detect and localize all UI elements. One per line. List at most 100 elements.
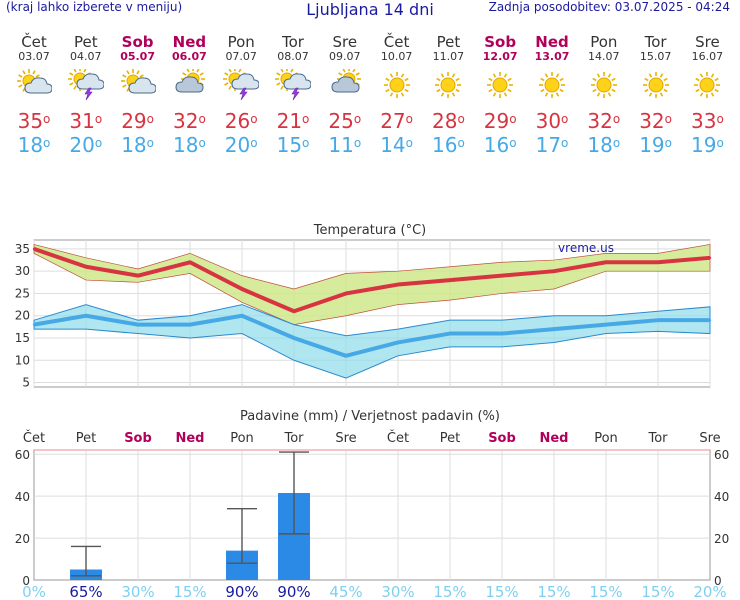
day-column: Pon 14.07 32o 18o xyxy=(578,34,630,157)
max-temp-value: 32 xyxy=(587,109,613,133)
precip-y-tick-label-left: 60 xyxy=(15,448,30,462)
min-temp-point xyxy=(240,314,244,317)
max-temp: 28o xyxy=(422,109,474,133)
precip-y-tick-label-right: 20 xyxy=(714,532,729,546)
min-temp-value: 16 xyxy=(431,133,458,157)
max-temp-point xyxy=(500,274,504,277)
day-date: 13.07 xyxy=(534,50,570,63)
menu-hint: (kraj lahko izberete v meniju) xyxy=(6,0,183,14)
degree-symbol: o xyxy=(457,112,465,126)
degree-symbol: o xyxy=(250,136,258,150)
precip-probability: 30% xyxy=(381,583,414,600)
day-name: Tor xyxy=(644,33,667,51)
max-temp-value: 32 xyxy=(172,109,199,133)
weather-icon xyxy=(474,69,526,105)
sun-icon xyxy=(539,72,565,98)
day-column: Čet 10.07 27o 14o xyxy=(371,34,423,157)
day-name: Pet xyxy=(73,33,98,51)
min-temp: 19o xyxy=(630,133,682,157)
day-name: Tor xyxy=(282,33,304,51)
degree-symbol: o xyxy=(146,112,154,126)
max-temp: 35o xyxy=(8,109,60,133)
day-date: 07.07 xyxy=(225,50,257,63)
min-temp-point xyxy=(84,314,88,317)
precip-probability: 45% xyxy=(329,583,362,600)
min-temp-value: 18 xyxy=(121,133,147,157)
max-temp-value: 30 xyxy=(535,109,562,133)
day-column: Sre 09.07 25o 11o xyxy=(319,34,371,157)
min-temp: 18o xyxy=(112,133,164,157)
max-temp-value: 21 xyxy=(276,109,303,133)
day-column: Tor 15.07 32o 19o xyxy=(630,34,682,157)
forecast-charts: Temperatura (°C) 5 10 15 20 25 30 35 vreme.us Pad… xyxy=(15,223,730,600)
weather-icon xyxy=(60,67,112,105)
day-column: Ned 06.07 32o 18o xyxy=(163,34,215,157)
weather-icon xyxy=(319,67,371,105)
precipitation-chart-title: Padavine (mm) / Verjetnost padavin (%) xyxy=(240,409,500,424)
day-name: Sob xyxy=(484,33,517,51)
precip-probability: 15% xyxy=(485,583,518,600)
min-temp-point xyxy=(604,323,608,326)
precip-x-tick-label: Pon xyxy=(594,431,618,446)
precip-x-tick-label: Sre xyxy=(335,431,356,446)
max-temp-value: 28 xyxy=(431,109,458,133)
degree-symbol: o xyxy=(250,112,258,126)
max-temp-point xyxy=(292,310,296,313)
max-temp: 31o xyxy=(60,109,112,133)
min-temp-value: 19 xyxy=(690,133,717,157)
max-temp-point xyxy=(604,261,608,264)
precip-probability: 15% xyxy=(589,583,622,600)
temperature-chart-title: Temperatura (°C) xyxy=(313,223,426,238)
weather-icon xyxy=(8,69,60,105)
precip-x-tick-label: Pet xyxy=(76,431,96,446)
min-temp-point xyxy=(136,323,140,326)
temp-y-tick-label: 15 xyxy=(15,331,30,345)
degree-symbol: o xyxy=(509,136,517,150)
max-temp-value: 29 xyxy=(483,109,510,133)
last-updated: Zadnja posodobitev: 03.07.2025 - 04:24 xyxy=(488,0,730,14)
max-temp-value: 27 xyxy=(380,109,406,133)
max-temp-line xyxy=(33,247,711,314)
day-date: 10.07 xyxy=(380,50,413,63)
precip-x-tick-label: Tor xyxy=(647,431,668,446)
min-temp: 19o xyxy=(681,133,733,157)
max-temp-point xyxy=(656,261,660,264)
day-name: Pon xyxy=(227,33,255,51)
weather-icon xyxy=(267,67,319,105)
min-temp-point xyxy=(292,336,296,340)
day-column: Pon 07.07 26o 20o xyxy=(215,34,267,157)
degree-symbol: o xyxy=(43,112,51,126)
sun-cloud-lightning-icon xyxy=(223,67,260,101)
precip-x-tick-label: Ned xyxy=(175,431,204,446)
sun-icon xyxy=(383,72,410,98)
weather-icon xyxy=(526,69,578,105)
weather-icon xyxy=(163,67,215,105)
max-temp-point xyxy=(240,287,244,291)
temp-y-tick-label: 10 xyxy=(15,353,30,367)
min-temp-value: 17 xyxy=(535,133,562,157)
sun-icon xyxy=(487,72,514,98)
degree-symbol: o xyxy=(716,136,724,150)
precip-probability: 15% xyxy=(537,583,570,600)
degree-symbol: o xyxy=(405,112,413,126)
min-temp-value: 11 xyxy=(328,133,354,157)
degree-symbol: o xyxy=(509,112,517,126)
precip-probability: 15% xyxy=(641,583,674,600)
day-date: 03.07 xyxy=(18,50,50,63)
sun-icon xyxy=(642,72,669,98)
weather-icon xyxy=(215,67,267,105)
day-column: Sre 16.07 33o 19o xyxy=(681,34,733,157)
degree-symbol: o xyxy=(198,136,206,150)
day-column: Čet 03.07 35o 18o xyxy=(8,34,60,157)
precip-y-tick-label-left: 20 xyxy=(15,532,30,546)
max-temp-value: 26 xyxy=(224,109,251,133)
sun-cloud-icon xyxy=(17,69,53,94)
max-temp: 32o xyxy=(630,109,682,133)
precip-y-tick-label-right: 60 xyxy=(714,448,729,462)
max-temp: 33o xyxy=(681,109,733,133)
weather-icon xyxy=(371,69,423,105)
min-temp: 11o xyxy=(319,133,371,157)
day-date: 12.07 xyxy=(482,50,518,63)
precip-y-tick-label-left: 0 xyxy=(22,574,30,588)
degree-symbol: o xyxy=(146,136,154,150)
